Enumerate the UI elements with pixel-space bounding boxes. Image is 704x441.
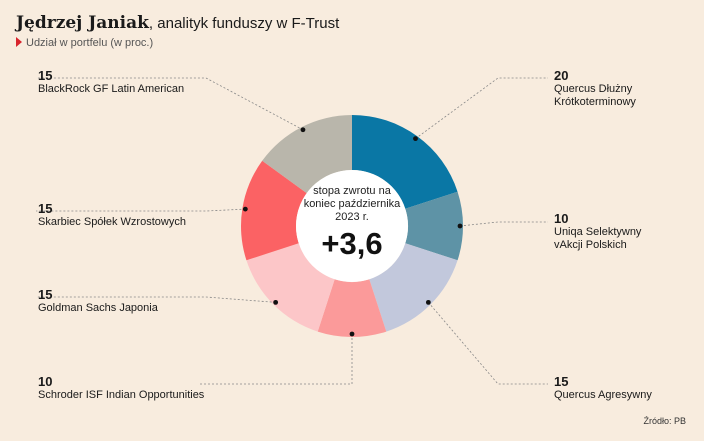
value-label-quercus-agresywny: 15 — [554, 374, 569, 389]
label-quercus-dluzny: 20 Quercus Dłużny Krótkoterminowy — [554, 69, 664, 109]
chart-subtitle: Udział w portfelu (w proc.) — [16, 37, 153, 49]
label-uniqa: 10 Uniqa Selektywny vAkcji Polskich — [554, 212, 664, 252]
value-label-skarbiec: 15 — [38, 201, 53, 216]
subtitle-text: Udział w portfelu (w proc.) — [26, 37, 154, 49]
slice-skarbiec — [241, 160, 307, 261]
slice-label-blackrock: BlackRock GF Latin American — [38, 83, 185, 95]
label-skarbiec: 15 Skarbiec Spółek Wzrostowych — [38, 202, 186, 229]
value-label-blackrock: 15 — [38, 68, 53, 83]
slice-schroder — [317, 279, 387, 337]
slice-label-schroder: Schroder ISF Indian Opportunities — [38, 389, 205, 401]
source-note: Źródło: PB — [643, 416, 686, 426]
slice-blackrock — [262, 115, 352, 194]
label-blackrock: 15 BlackRock GF Latin American — [38, 69, 184, 96]
leader-dot-goldman — [273, 299, 279, 305]
slice-quercus-dluzny — [352, 115, 458, 209]
value-label-quercus-dluzny: 20 — [554, 68, 569, 83]
leader-dot-uniqa — [457, 223, 463, 229]
leader-line-quercus-agresywny — [428, 302, 548, 385]
slice-quercus-agresywny — [369, 243, 458, 332]
title-name: Jędrzej Janiak — [16, 13, 149, 33]
leader-dot-quercus-agresywny — [425, 299, 431, 305]
leader-line-goldman — [36, 296, 276, 303]
leader-line-uniqa — [459, 221, 548, 227]
slice-label-goldman: Goldman Sachs Japonia — [38, 302, 158, 314]
donut-hole — [296, 170, 408, 282]
slice-uniqa — [405, 191, 463, 261]
leader-dot-skarbiec — [242, 206, 248, 212]
chart-title: Jędrzej Janiak, analityk funduszy w F-Tr… — [16, 13, 339, 33]
leader-line-skarbiec — [36, 208, 246, 212]
label-schroder: 10 Schroder ISF Indian Opportunities — [38, 375, 204, 402]
slice-label-quercus-agresywny: Quercus Agresywny — [554, 389, 652, 401]
center-caption: stopa zwrotu na koniec października 2023… — [303, 185, 401, 223]
center-value: +3,6 — [321, 226, 383, 261]
slice-label-quercus-dluzny: Quercus Dłużny Krótkoterminowy — [554, 83, 636, 108]
leader-line-schroder — [200, 334, 353, 385]
value-label-schroder: 10 — [38, 374, 53, 389]
slice-goldman — [246, 243, 335, 332]
label-quercus-agresywny: 15 Quercus Agresywny — [554, 375, 652, 402]
slice-label-uniqa: Uniqa Selektywny vAkcji Polskich — [554, 226, 642, 251]
slice-label-skarbiec: Skarbiec Spółek Wzrostowych — [38, 216, 186, 228]
value-label-uniqa: 10 — [554, 211, 569, 226]
leader-dot-quercus-dluzny — [413, 136, 418, 142]
leader-line-blackrock — [36, 77, 304, 131]
leader-dot-blackrock — [300, 127, 306, 133]
triangle-marker-icon — [16, 37, 22, 47]
leader-line-quercus-dluzny — [415, 77, 548, 139]
leader-dot-schroder — [349, 331, 355, 337]
label-goldman: 15 Goldman Sachs Japonia — [38, 288, 158, 315]
value-label-goldman: 15 — [38, 287, 53, 302]
title-rest: , analityk funduszy w F-Trust — [148, 15, 340, 32]
